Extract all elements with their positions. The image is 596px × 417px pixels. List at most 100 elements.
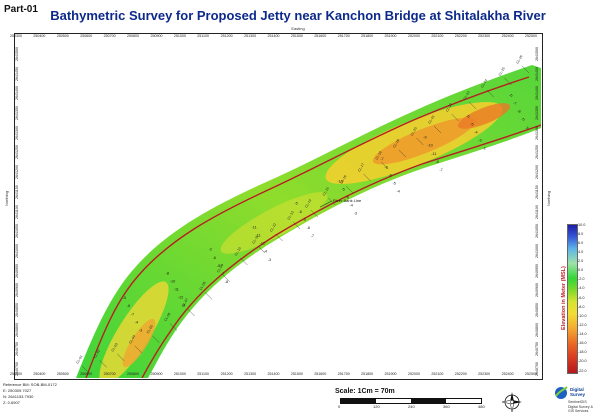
northing-tick-left: 2641300: [15, 125, 19, 140]
depth-sounding: -6: [299, 210, 302, 214]
cross-section-label: CL-23: [463, 90, 471, 100]
depth-sounding: -8: [384, 165, 387, 169]
legend-tick: -8.0: [578, 304, 585, 309]
cross-section-label: CL-10: [234, 246, 242, 256]
depth-sounding: -8: [166, 271, 169, 275]
easting-tick-top: 252400: [501, 34, 514, 38]
logo-name: Digital Survey: [570, 387, 586, 397]
depth-sounding: -4: [525, 126, 528, 130]
northing-tick-left: 2640800: [15, 322, 19, 337]
legend-tick: -10.0: [578, 313, 587, 318]
easting-tick-top: 250800: [127, 34, 140, 38]
northing-tick-right: 2641050: [535, 224, 539, 239]
cross-section-label: CL-26: [515, 54, 523, 64]
northing-tick-right: 2641350: [535, 106, 539, 121]
reference-bm-block: Reference BM: SOB-BM-0172 E: 250309.7027…: [3, 382, 57, 406]
depth-sounding: -10: [170, 279, 176, 283]
cross-section-line: [433, 125, 442, 134]
easting-tick-bot: 251600: [314, 372, 327, 376]
cross-section-label: CL-21: [427, 114, 435, 124]
cross-section-label: CL-24: [480, 78, 488, 88]
logo-sub-line-1: SentinelGIS: [568, 400, 587, 404]
depth-sounding: -12: [178, 296, 184, 300]
northing-tick-right: 2641200: [535, 165, 539, 180]
cross-section-line: [328, 197, 336, 206]
easting-tick-bot: 251900: [384, 372, 397, 376]
legend-tick: -22.0: [578, 368, 587, 373]
cross-section-label: CL-13: [287, 210, 295, 220]
easting-tick-top: 250900: [150, 34, 163, 38]
easting-tick-top: 250500: [56, 34, 69, 38]
depth-sounding: -4: [264, 250, 267, 254]
easting-tick-bot: 252200: [454, 372, 467, 376]
depth-sounding: -6: [509, 93, 512, 97]
easting-tick-top: 251300: [244, 34, 257, 38]
cross-section-label: CL-11: [251, 235, 259, 245]
northing-tick-left: 2641350: [15, 106, 19, 121]
northing-tick-right: 2641450: [535, 66, 539, 81]
depth-sounding: -8: [307, 226, 310, 230]
easting-tick-top: 252000: [407, 34, 420, 38]
easting-tick-bot: 250800: [127, 372, 140, 376]
depth-sounding: -8: [225, 280, 228, 284]
depth-sounding: -9: [303, 218, 306, 222]
easting-tick-bot: 252000: [407, 372, 420, 376]
easting-tick-top: 250700: [103, 34, 116, 38]
easting-tick-bot: 252300: [478, 372, 491, 376]
cross-section-line: [398, 149, 406, 158]
annotation-leader: [319, 200, 333, 208]
depth-sounding: -4: [474, 131, 477, 135]
northing-tick-right: 2640850: [535, 302, 539, 317]
cross-section-line: [134, 345, 142, 354]
depth-sounding: -5: [470, 122, 473, 126]
cross-section-label: CL-08: [199, 281, 207, 291]
easting-tick-bot: 251100: [197, 372, 209, 376]
cross-section-line: [310, 209, 318, 218]
depth-sounding: -12: [260, 242, 266, 246]
scale-tick: 0: [338, 404, 341, 409]
depth-sounding: -3: [354, 212, 357, 216]
depth-sounding: -10: [337, 179, 343, 183]
legend-tick: 8.0: [578, 231, 584, 236]
cross-section-line: [451, 113, 459, 122]
cross-section-line: [469, 101, 477, 110]
deep-zone-4: [99, 281, 169, 378]
depth-sounding: -5: [294, 202, 297, 206]
cross-section-label: CL-01: [75, 354, 83, 364]
depth-sounding: -4: [397, 190, 400, 194]
northing-tick-left: 2641500: [15, 47, 19, 61]
northing-tick-left: 2641100: [15, 204, 19, 219]
northing-tick-right: 2640950: [535, 263, 539, 278]
bathymetry-map: River Bank Line -5-6-7-4-3-8-10-11-12-9-…: [75, 54, 541, 378]
depth-sounding: -2: [209, 248, 212, 252]
cross-section-label: CL-05: [146, 324, 154, 334]
scale-bar-ticks: 0 120 240 360 480: [338, 404, 490, 412]
part-label: Part-01: [4, 4, 38, 15]
legend-tick: 0.0: [578, 268, 584, 273]
northing-tick-left: 2640700: [15, 362, 19, 376]
easting-tick-top: 251600: [314, 34, 327, 38]
depth-sounding: -8: [435, 160, 438, 164]
legend-tick: -6.0: [578, 295, 585, 300]
depth-sounding: -11: [252, 225, 257, 229]
depth-sounding: -7: [513, 102, 516, 106]
northing-tick-left: 2640850: [15, 302, 19, 317]
reference-easting: E: 250309.7027: [3, 388, 32, 393]
cross-section-label: CL-25: [498, 66, 506, 76]
cross-section-line: [521, 65, 530, 74]
northing-tick-left: 2641450: [15, 66, 19, 81]
company-logo-icon: [555, 386, 568, 399]
depth-sounding: -7: [439, 168, 442, 172]
legend-tick: 6.0: [578, 240, 584, 245]
easting-tick-bot: 251200: [220, 372, 233, 376]
depth-sounding: -7: [311, 234, 314, 238]
easting-tick-top: 251400: [267, 34, 280, 38]
northing-tick-right: 2640800: [535, 322, 539, 337]
scale-tick: 240: [408, 404, 415, 409]
elevation-legend-ticks: 10.0 8.0 6.0 4.0 2.0 0.0 -2.0 -4.0 -6.0 -8.0 -10.0…: [578, 223, 596, 374]
cross-section-label: CL-14: [304, 198, 312, 208]
northing-tick-right: 2641500: [535, 47, 539, 61]
easting-tick-top: 251000: [173, 34, 186, 38]
northing-axis-title-left: Northing: [4, 190, 9, 206]
